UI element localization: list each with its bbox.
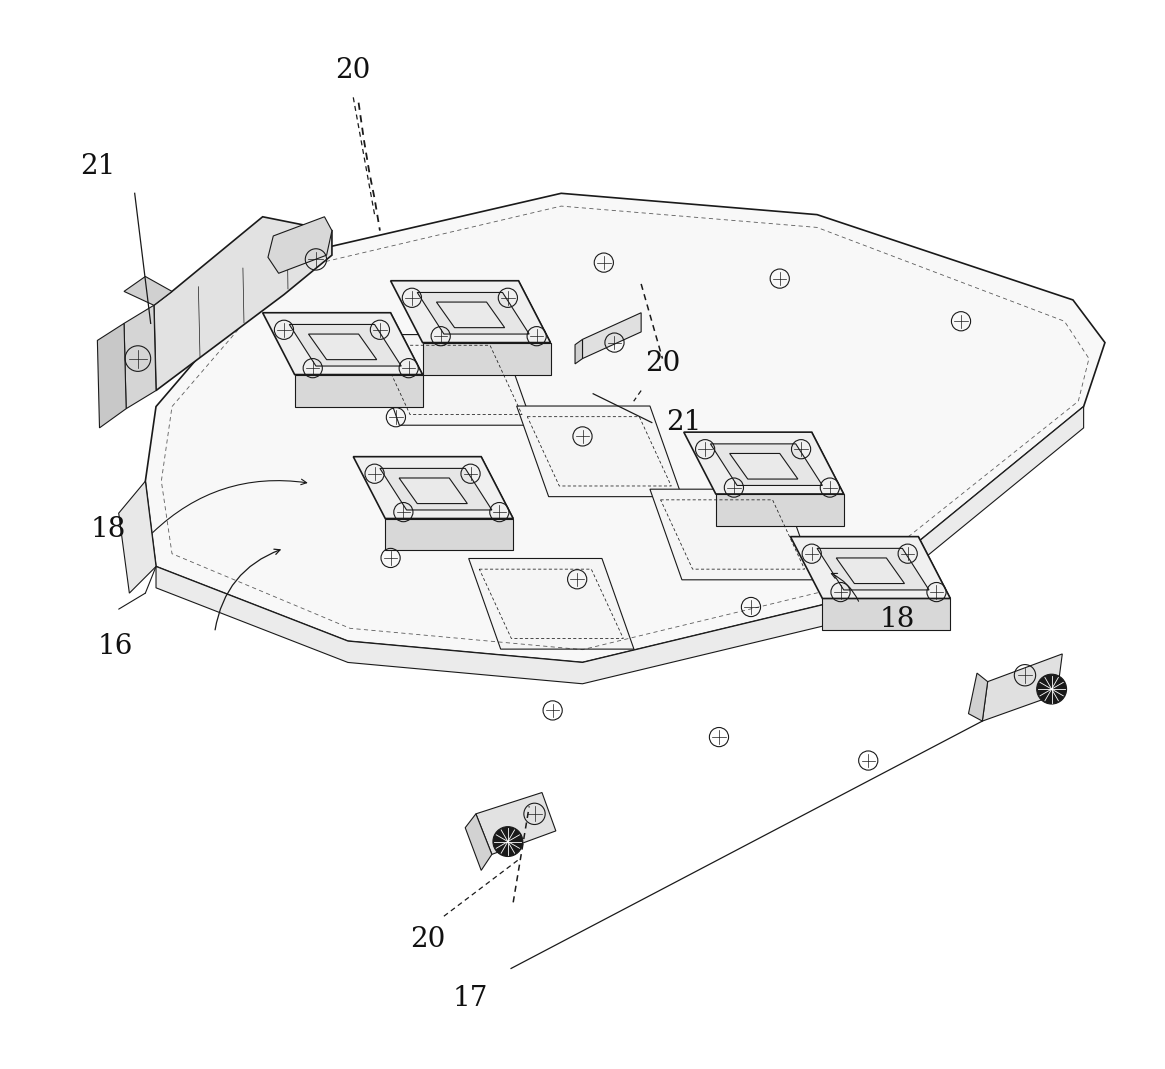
FancyArrowPatch shape	[216, 549, 280, 630]
Circle shape	[493, 826, 523, 856]
Polygon shape	[353, 456, 514, 518]
Polygon shape	[817, 548, 929, 590]
Polygon shape	[576, 339, 582, 363]
Polygon shape	[822, 599, 951, 631]
Polygon shape	[982, 654, 1062, 722]
Polygon shape	[711, 444, 822, 485]
Polygon shape	[968, 673, 988, 722]
Polygon shape	[123, 277, 172, 306]
Polygon shape	[386, 518, 514, 551]
Polygon shape	[262, 313, 423, 374]
Text: 18: 18	[880, 606, 915, 633]
Polygon shape	[582, 313, 641, 358]
Polygon shape	[390, 313, 423, 406]
Text: 21: 21	[666, 409, 701, 436]
Polygon shape	[400, 478, 467, 503]
FancyArrowPatch shape	[153, 479, 306, 532]
Polygon shape	[516, 406, 682, 497]
Text: 16: 16	[98, 633, 133, 660]
Text: 20: 20	[336, 58, 370, 84]
Polygon shape	[715, 494, 843, 526]
Text: 21: 21	[79, 153, 115, 181]
Polygon shape	[423, 342, 551, 374]
Polygon shape	[367, 335, 532, 425]
Text: 18: 18	[91, 515, 126, 543]
Text: 17: 17	[453, 985, 488, 1011]
Polygon shape	[146, 193, 1104, 663]
Polygon shape	[918, 537, 951, 631]
Circle shape	[1037, 675, 1067, 704]
Polygon shape	[123, 306, 156, 408]
Polygon shape	[684, 432, 843, 494]
Polygon shape	[156, 406, 1083, 684]
Text: 20: 20	[644, 351, 680, 377]
Polygon shape	[812, 432, 843, 526]
Polygon shape	[417, 293, 529, 334]
Text: 20: 20	[410, 926, 445, 954]
Polygon shape	[154, 217, 332, 390]
FancyArrowPatch shape	[832, 573, 859, 601]
Polygon shape	[729, 453, 798, 479]
Polygon shape	[295, 374, 423, 406]
Polygon shape	[289, 325, 401, 366]
Polygon shape	[468, 558, 634, 649]
Polygon shape	[518, 281, 551, 374]
Polygon shape	[98, 324, 126, 428]
Polygon shape	[475, 792, 556, 854]
Polygon shape	[836, 558, 904, 584]
Polygon shape	[119, 481, 156, 593]
Polygon shape	[390, 281, 551, 342]
Polygon shape	[790, 537, 951, 599]
Polygon shape	[481, 456, 514, 551]
Polygon shape	[309, 334, 376, 359]
Polygon shape	[465, 814, 492, 870]
Polygon shape	[268, 217, 332, 274]
Polygon shape	[650, 490, 816, 579]
Polygon shape	[380, 468, 492, 510]
Polygon shape	[437, 303, 504, 328]
